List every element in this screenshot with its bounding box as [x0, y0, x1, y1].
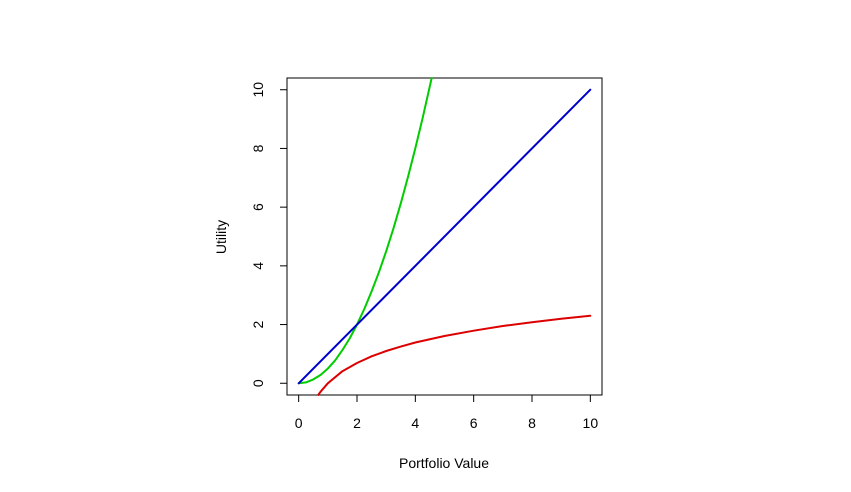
series-line-0: [297, 77, 433, 385]
y-tick-label: 2: [250, 320, 266, 328]
x-axis-title: Portfolio Value: [399, 455, 489, 471]
y-tick-label: 0: [250, 379, 266, 387]
y-tick-label: 6: [250, 203, 266, 211]
x-tick-label: 2: [353, 415, 361, 431]
y-tick-label: 4: [250, 262, 266, 270]
x-tick-label: 4: [411, 415, 419, 431]
y-axis-title: Utility: [213, 220, 229, 254]
series-line-2: [317, 314, 592, 396]
y-axis: 0 2 4 6 8 10: [250, 82, 288, 387]
x-axis: 0 2 4 6 8 10: [295, 394, 599, 431]
y-tick-label: 10: [250, 82, 266, 98]
series-layer: [297, 77, 592, 396]
x-tick-label: 8: [528, 415, 536, 431]
series-line-1: [297, 88, 592, 385]
x-tick-label: 6: [470, 415, 478, 431]
x-tick-label: 0: [295, 415, 303, 431]
y-tick-label: 8: [250, 144, 266, 152]
x-tick-label: 10: [583, 415, 599, 431]
